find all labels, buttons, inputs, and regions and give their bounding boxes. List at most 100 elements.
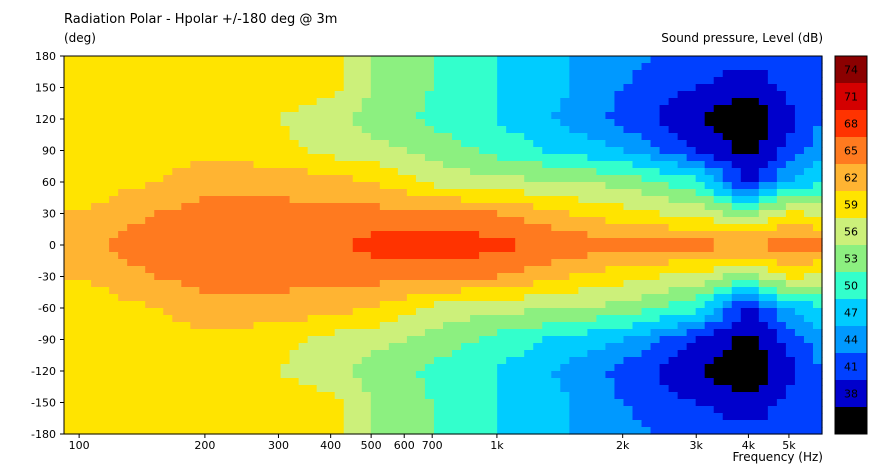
heat-cell bbox=[569, 77, 634, 85]
heat-cell bbox=[424, 392, 498, 400]
heat-cell bbox=[812, 322, 823, 330]
heat-cell bbox=[704, 161, 733, 169]
heat-cell bbox=[650, 329, 688, 337]
heat-cell bbox=[731, 294, 760, 302]
y-axis-ticks: 180 150 120 90 60 30 0 -30 -60 -90 -120 -150 -180 bbox=[31, 50, 64, 441]
heat-cell bbox=[424, 378, 498, 386]
heat-cell bbox=[731, 182, 760, 190]
heat-cell bbox=[659, 378, 715, 386]
heat-cell bbox=[605, 140, 652, 148]
heat-cell bbox=[118, 252, 372, 260]
heat-cell bbox=[569, 210, 661, 218]
heat-cell bbox=[118, 294, 408, 302]
heat-cell bbox=[722, 301, 733, 309]
heat-cell bbox=[352, 364, 426, 372]
heat-cell bbox=[479, 147, 543, 155]
heat-cell bbox=[776, 294, 823, 302]
heat-cell bbox=[623, 84, 697, 92]
heat-cell bbox=[794, 329, 823, 337]
x-tick-label: 3k bbox=[690, 439, 704, 452]
heat-cell bbox=[758, 210, 787, 218]
heat-cell bbox=[109, 245, 354, 253]
heat-cell bbox=[542, 147, 625, 155]
heat-cell bbox=[704, 112, 769, 120]
heat-cell bbox=[433, 63, 498, 71]
colorbar-level-label: 59 bbox=[844, 199, 858, 212]
heat-cell bbox=[379, 280, 534, 288]
heat-cell bbox=[551, 112, 607, 120]
heat-cell bbox=[668, 182, 706, 190]
heat-cell bbox=[812, 301, 823, 309]
heat-cell bbox=[704, 322, 733, 330]
heat-cell bbox=[497, 98, 561, 106]
x-tick-label: 200 bbox=[194, 439, 215, 452]
heat-cell bbox=[650, 343, 688, 351]
heat-cell bbox=[713, 357, 769, 365]
heat-cell bbox=[64, 56, 345, 64]
heat-cell bbox=[361, 385, 426, 393]
heat-cell bbox=[424, 91, 498, 99]
heat-cell bbox=[794, 126, 814, 134]
heat-cell bbox=[659, 119, 706, 127]
heat-cell bbox=[415, 175, 525, 183]
heat-cell bbox=[551, 259, 670, 267]
heat-cell bbox=[695, 336, 733, 344]
heat-cell bbox=[758, 98, 787, 106]
heat-cell bbox=[695, 84, 778, 92]
heat-cell bbox=[433, 84, 498, 92]
heat-cell bbox=[307, 315, 399, 323]
heat-cell bbox=[722, 133, 769, 141]
heat-cell bbox=[64, 259, 128, 267]
heat-cell bbox=[433, 406, 498, 414]
heat-cell bbox=[64, 427, 345, 435]
heat-cell bbox=[497, 105, 561, 113]
heat-cell bbox=[343, 399, 372, 407]
heat-cell bbox=[587, 231, 823, 239]
heat-cell bbox=[614, 364, 661, 372]
heat-cell bbox=[776, 259, 814, 267]
heat-cell bbox=[497, 77, 570, 85]
heat-cell bbox=[352, 308, 417, 316]
heat-cell bbox=[497, 427, 570, 435]
heat-cell bbox=[424, 154, 498, 162]
heat-cell bbox=[623, 399, 697, 407]
heat-cell bbox=[415, 112, 498, 120]
heat-cell bbox=[767, 217, 823, 225]
heat-cell bbox=[605, 266, 715, 274]
heat-cell bbox=[785, 91, 823, 99]
heat-cell bbox=[776, 84, 823, 92]
heat-cell bbox=[253, 161, 381, 169]
heat-cell bbox=[289, 350, 372, 358]
heat-cell bbox=[352, 245, 516, 253]
heat-cell bbox=[352, 175, 417, 183]
heat-cell bbox=[64, 413, 345, 421]
heat-cell bbox=[64, 322, 191, 330]
heat-cell bbox=[794, 154, 823, 162]
heat-cell bbox=[145, 301, 381, 309]
heat-cell bbox=[704, 301, 724, 309]
heat-cell bbox=[740, 315, 760, 323]
heat-cell bbox=[64, 77, 345, 85]
heat-cell bbox=[587, 154, 652, 162]
heat-cell bbox=[433, 420, 498, 428]
heat-cell bbox=[370, 252, 480, 260]
heat-cell bbox=[145, 182, 381, 190]
heat-cell bbox=[812, 161, 823, 169]
heat-cell bbox=[370, 420, 435, 428]
heat-cell bbox=[776, 315, 805, 323]
heat-cell bbox=[722, 175, 742, 183]
heat-cell bbox=[713, 196, 733, 204]
heat-cell bbox=[497, 406, 570, 414]
heat-cell bbox=[280, 119, 354, 127]
heat-cell bbox=[704, 315, 724, 323]
heat-cell bbox=[497, 385, 561, 393]
heat-cell bbox=[497, 392, 570, 400]
heat-cell bbox=[406, 189, 525, 197]
heat-cell bbox=[722, 273, 760, 281]
heat-cell bbox=[64, 385, 318, 393]
heat-cell bbox=[64, 336, 309, 344]
heat-cell bbox=[163, 308, 354, 316]
heat-cell bbox=[343, 63, 372, 71]
heat-cell bbox=[334, 91, 372, 99]
heat-cell bbox=[64, 231, 119, 239]
